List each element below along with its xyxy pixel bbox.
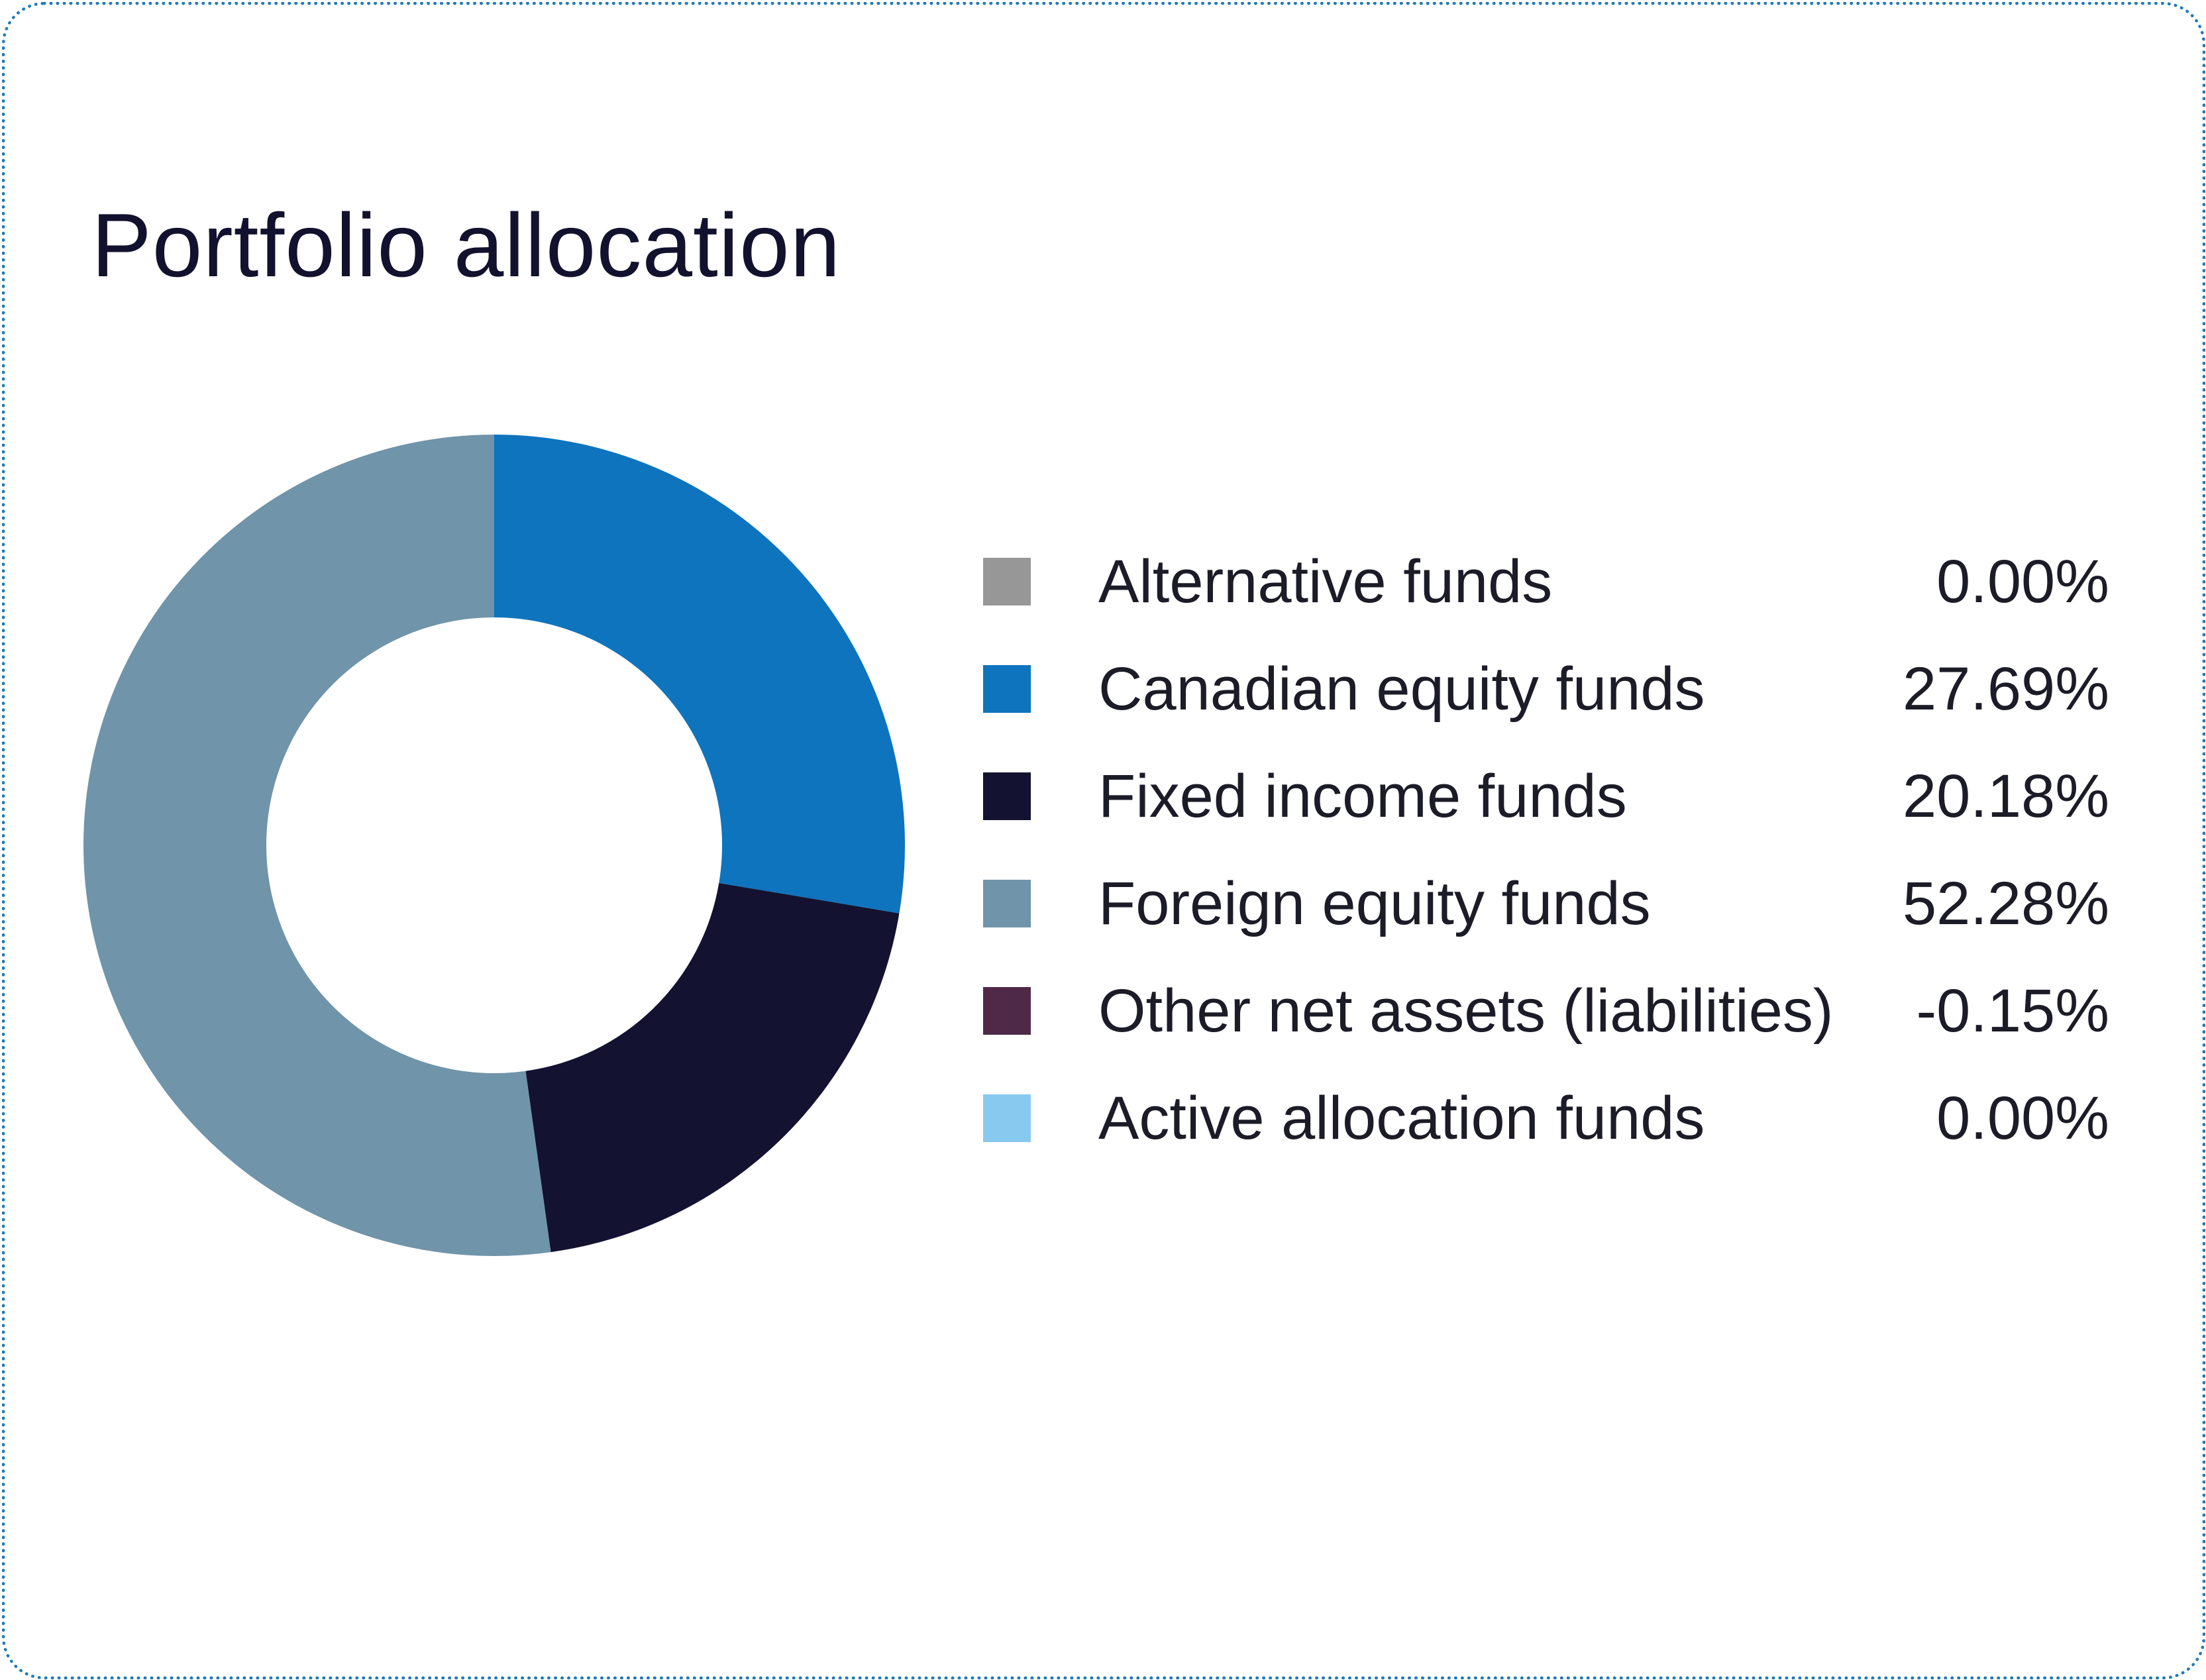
legend-label: Canadian equity funds [1098,655,1705,723]
legend-value: 27.69% [1902,655,2109,723]
legend-value: -0.15% [1916,977,2110,1045]
legend-swatch [983,665,1031,713]
legend-item-fixed-income-funds: Fixed income funds 20.18% [983,753,2109,860]
legend-item-alternative-funds: Alternative funds 0.00% [983,538,2109,645]
legend-swatch [983,880,1031,927]
chart-title: Portfolio allocation [91,195,841,295]
legend-value: 0.00% [1936,548,2109,615]
legend-label: Active allocation funds [1098,1084,1705,1152]
legend-item-active-allocation-funds: Active allocation funds 0.00% [983,1075,2109,1182]
legend-swatch [983,772,1031,820]
chart-legend: Alternative funds 0.00% Canadian equity fu… [983,538,2109,1182]
legend-label: Foreign equity funds [1098,870,1651,937]
legend-item-foreign-equity-funds: Foreign equity funds 52.28% [983,860,2109,967]
legend-item-other-net-assets-liabilities: Other net assets (liabilities) -0.15% [983,967,2109,1075]
legend-swatch [983,987,1031,1035]
legend-label: Alternative funds [1098,548,1553,615]
legend-value: 20.18% [1902,762,2109,830]
legend-item-canadian-equity-funds: Canadian equity funds 27.69% [983,645,2109,753]
legend-swatch [983,1094,1031,1142]
legend-value: 52.28% [1902,870,2109,937]
legend-swatch [983,558,1031,605]
legend-value: 0.00% [1936,1084,2109,1152]
legend-label: Fixed income funds [1098,762,1627,830]
legend-label: Other net assets (liabilities) [1098,977,1834,1045]
